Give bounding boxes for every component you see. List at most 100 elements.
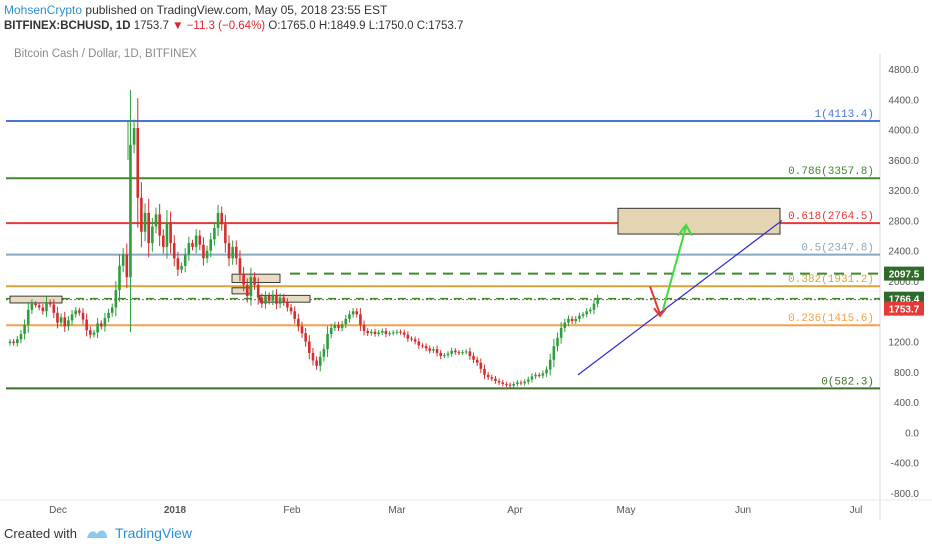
candle-body xyxy=(238,258,242,274)
candle-body xyxy=(552,346,556,360)
price-zone-rect xyxy=(231,273,281,284)
candle-body xyxy=(548,359,552,370)
candle-body xyxy=(563,322,567,328)
target-zone-box xyxy=(617,207,781,235)
last-price: 1753.7 xyxy=(133,20,169,32)
candle-body xyxy=(497,380,501,383)
candle-body xyxy=(421,345,424,347)
candle-body xyxy=(213,228,216,240)
axis-price-badge xyxy=(884,266,924,281)
price-change: −11.3 (−0.64%) xyxy=(186,20,266,32)
y-tick-label: 3200.0 xyxy=(888,186,919,197)
candle-body xyxy=(486,374,490,378)
candle-body xyxy=(505,383,508,385)
candle-body xyxy=(344,318,348,325)
candle-body xyxy=(574,318,578,322)
candle-body xyxy=(136,128,140,198)
x-tick-label: Jun xyxy=(735,505,751,516)
candle-body xyxy=(516,382,519,384)
candle-body xyxy=(278,297,282,304)
candle-body xyxy=(151,226,154,244)
candle-body xyxy=(187,243,191,255)
candle-body xyxy=(78,310,81,313)
candle-body xyxy=(245,284,249,297)
y-tick-label: 4000.0 xyxy=(888,126,919,137)
candle-body xyxy=(585,311,588,315)
candle-body xyxy=(63,317,67,327)
symbol-label: BITFINEX:BCHUSD, 1D xyxy=(4,20,131,32)
candle-body xyxy=(169,221,172,244)
candle-body xyxy=(457,352,461,354)
candle-body xyxy=(304,333,307,342)
up-arrow-head-icon xyxy=(677,223,693,237)
author-link[interactable]: MohsenCrypto xyxy=(4,3,83,17)
candle-body xyxy=(289,307,293,312)
candle-body xyxy=(256,284,260,298)
candle-body xyxy=(67,320,70,327)
candle-body xyxy=(534,374,537,377)
candle-body xyxy=(537,374,541,376)
candle-body xyxy=(468,351,472,356)
fib-level-label: 0.618(2764.5) xyxy=(788,211,874,223)
axis-price-badge xyxy=(884,301,924,316)
candle-body xyxy=(118,265,121,291)
candle-body xyxy=(464,351,468,353)
candle-body xyxy=(56,312,59,323)
down-arrow-head-icon xyxy=(653,307,667,318)
fib-level-label: 0(582.3) xyxy=(821,376,874,388)
candle-body xyxy=(556,337,559,347)
ohlc-high: H:1849.9 xyxy=(318,20,366,32)
down-arrow-shaft xyxy=(649,285,661,315)
candle-body xyxy=(286,302,289,308)
candle-body xyxy=(530,376,534,380)
candle-body xyxy=(362,324,366,331)
y-tick-label: 2400.0 xyxy=(888,247,919,258)
axis-price-badge-text: 1753.7 xyxy=(889,305,920,316)
candle-body xyxy=(110,307,114,313)
x-tick-label: Apr xyxy=(507,505,523,516)
candle-body xyxy=(472,355,475,360)
x-tick-label: 2018 xyxy=(164,505,187,516)
candle-body xyxy=(271,294,275,301)
candle-body xyxy=(578,315,581,319)
candle-body xyxy=(107,312,110,319)
candle-body xyxy=(410,338,413,340)
candle-body xyxy=(589,309,592,312)
candle-body xyxy=(381,330,384,333)
chart-subtitle: Bitcoin Cash / Dollar, 1D, BITFINEX xyxy=(14,48,197,60)
candle-body xyxy=(293,311,296,319)
tradingview-brand[interactable]: TradingView xyxy=(114,525,193,541)
x-tick-label: Mar xyxy=(388,505,406,516)
candle-body xyxy=(417,341,421,346)
candle-body xyxy=(96,323,99,333)
candle-body xyxy=(180,265,183,270)
y-tick-label: 2000.0 xyxy=(888,277,919,288)
candle-body xyxy=(483,368,486,375)
candle-body xyxy=(70,314,74,321)
candle-body xyxy=(501,382,505,384)
y-tick-label: 4400.0 xyxy=(888,95,919,106)
x-tick-label: Dec xyxy=(49,505,67,516)
candle-body xyxy=(326,334,329,350)
ohlc-low: L:1750.0 xyxy=(368,20,414,32)
candle-body xyxy=(454,350,457,353)
candle-body xyxy=(140,197,143,232)
candle-body xyxy=(176,258,180,270)
candle-body xyxy=(377,332,380,334)
candle-body xyxy=(439,352,442,356)
published-text: published on TradingView.com, May 05, 20… xyxy=(85,3,388,17)
fib-level-label: 0.5(2347.8) xyxy=(801,243,874,255)
tradingview-logo-icon xyxy=(86,530,107,538)
candle-body xyxy=(355,311,359,315)
candle-body xyxy=(224,224,227,244)
candle-body xyxy=(165,221,169,247)
candle-body xyxy=(158,214,161,236)
y-tick-label: 2800.0 xyxy=(888,216,919,227)
candle-body xyxy=(154,214,158,227)
candle-body xyxy=(348,314,351,319)
candle-body xyxy=(395,331,399,333)
candle-body xyxy=(183,254,187,266)
candle-body xyxy=(399,331,402,333)
candle-body xyxy=(114,290,118,308)
